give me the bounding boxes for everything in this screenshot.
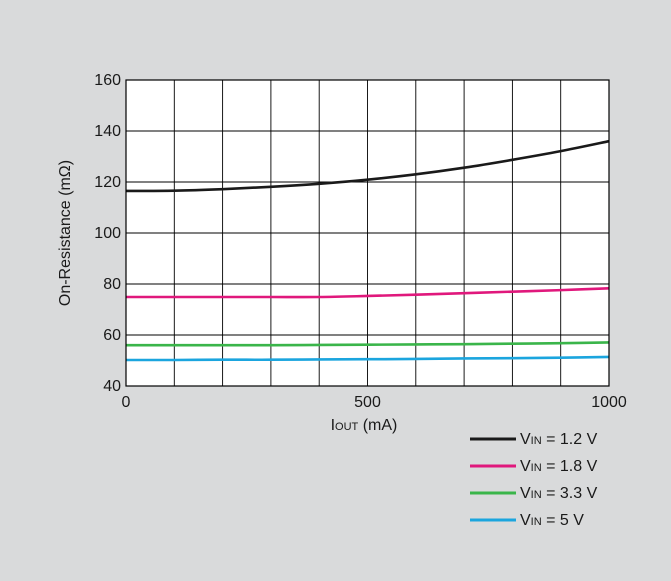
x-axis-label-sub: OUT — [335, 421, 359, 433]
grid — [126, 80, 609, 386]
y-tick-label: 160 — [94, 72, 121, 89]
x-tick-label: 0 — [122, 394, 131, 411]
legend-label: VIN = 3.3 V — [520, 485, 598, 502]
plot-frame — [125, 79, 610, 387]
series-line — [126, 287, 610, 299]
y-tick-labels: 40 60 80 100 120 140 160 — [94, 72, 121, 395]
legend-item: VIN = 3.3 V — [470, 485, 598, 502]
legend-item: VIN = 1.2 V — [470, 431, 598, 448]
series-line — [125, 355, 610, 362]
x-axis-label-main: I — [331, 417, 335, 434]
legend-item: VIN = 5 V — [470, 512, 584, 529]
y-axis-label: On-Resistance (mΩ) — [57, 160, 74, 306]
series-layer — [125, 139, 610, 362]
legend-label: VIN = 1.2 V — [520, 431, 598, 448]
y-tick-label: 80 — [103, 276, 121, 293]
x-axis-label-rest: (mA) — [358, 417, 397, 434]
x-tick-label: 1000 — [591, 394, 627, 411]
x-axis-label: IOUT (mA) — [331, 417, 398, 434]
y-tick-label: 40 — [103, 378, 121, 395]
y-tick-label: 60 — [103, 327, 121, 344]
legend-label: VIN = 5 V — [520, 512, 584, 529]
legend-label: VIN = 1.8 V — [520, 458, 598, 475]
y-tick-label: 140 — [94, 123, 121, 140]
x-tick-labels: 0 500 1000 — [122, 394, 627, 411]
series-line — [125, 341, 610, 347]
x-tick-label: 500 — [354, 394, 381, 411]
legend-item: VIN = 1.8 V — [470, 458, 598, 475]
series-line — [125, 139, 610, 193]
legend: VIN = 1.2 V VIN = 1.8 V VIN = 3.3 V VIN … — [470, 431, 598, 529]
y-tick-label: 120 — [94, 174, 121, 191]
y-tick-label: 100 — [94, 225, 121, 242]
